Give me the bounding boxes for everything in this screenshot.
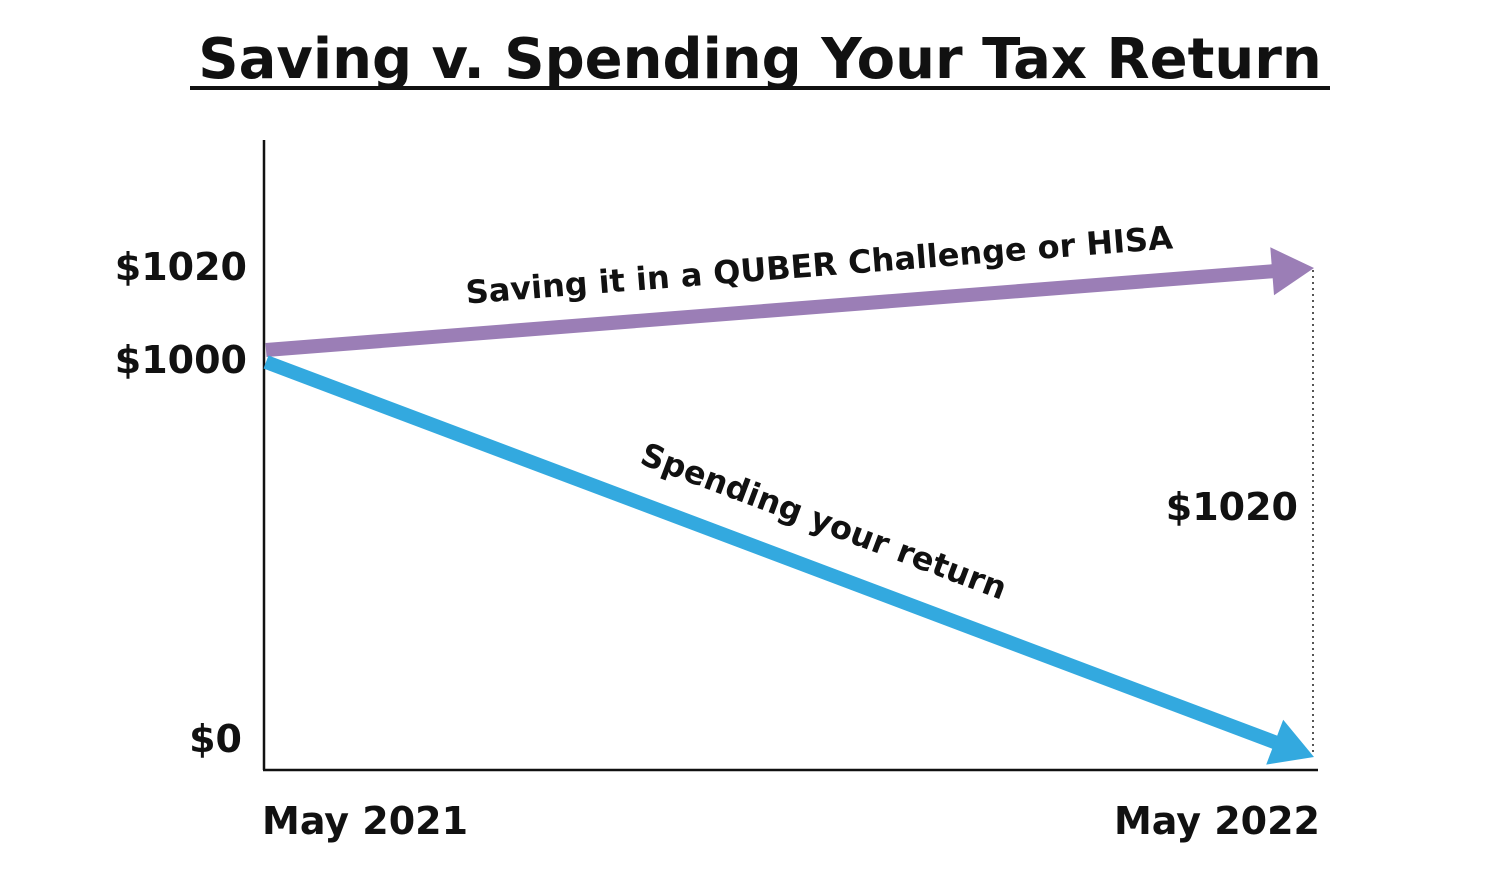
y-tick-label: $1020 <box>115 245 247 289</box>
saving-series-label: Saving it in a QUBER Challenge or HISA <box>464 218 1174 311</box>
saving-series-arrowhead <box>1270 247 1314 296</box>
y-tick-label: $1000 <box>115 338 247 382</box>
y-tick-label: $0 <box>189 717 242 761</box>
x-tick-label: May 2021 <box>262 799 468 843</box>
spending-series-line <box>263 355 1280 750</box>
x-tick-label: May 2022 <box>1114 799 1320 843</box>
difference-label: $1020 <box>1166 485 1298 529</box>
chart-title: Saving v. Spending Your Tax Return <box>198 27 1321 92</box>
saving-series-line <box>265 264 1275 357</box>
spending-series-arrowhead <box>1266 719 1314 765</box>
